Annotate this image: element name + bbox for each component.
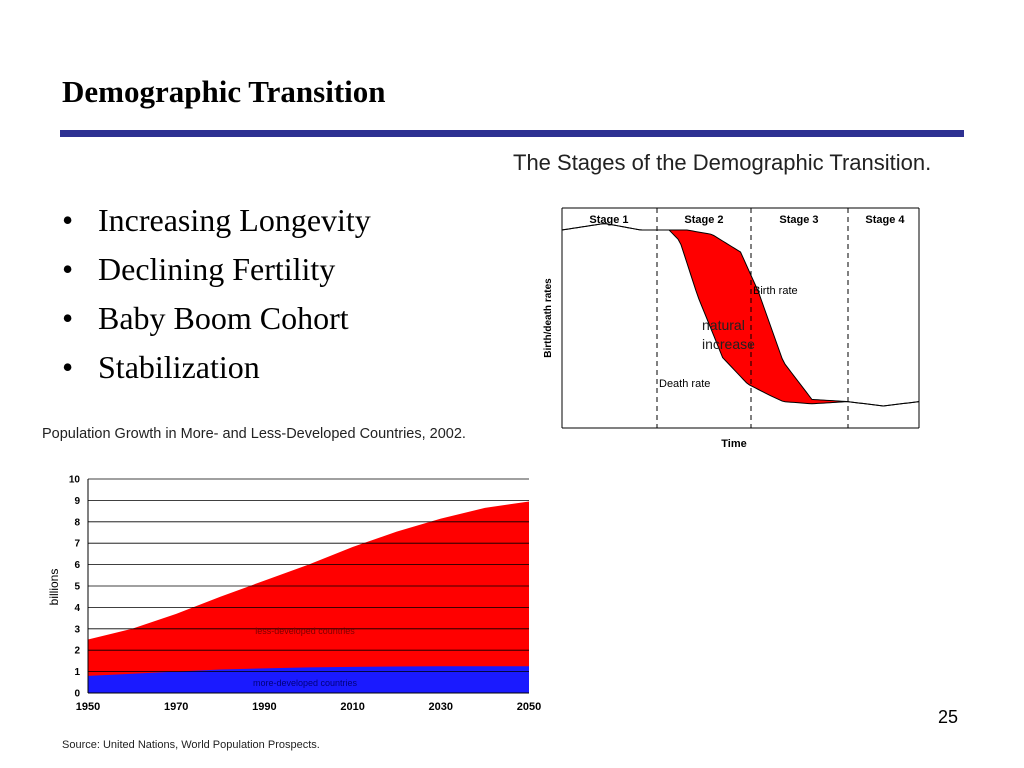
stages-x-label: Time <box>721 438 746 450</box>
y-tick-label: 5 <box>74 582 80 593</box>
stages-chart-title: The Stages of the Demographic Transition… <box>513 150 932 175</box>
more-developed-area <box>88 666 529 693</box>
x-tick-label: 1950 <box>76 701 100 713</box>
birth-rate-label: Birth rate <box>753 285 798 297</box>
x-tick-label: 1990 <box>252 701 276 713</box>
bullet-text: Declining Fertility <box>98 251 336 287</box>
x-tick-label: 2030 <box>429 701 453 713</box>
page-number: 25 <box>938 707 959 727</box>
y-tick-label: 2 <box>74 646 80 657</box>
series-label: more-developed countries <box>253 678 358 688</box>
y-tick-label: 4 <box>74 603 80 614</box>
bullet-text: Stabilization <box>98 349 260 385</box>
bullet-item: • Stabilization <box>62 347 371 396</box>
series-label: less-developed countries <box>255 626 355 636</box>
slide-title: Demographic Transition <box>62 74 386 109</box>
bullet-symbol: • <box>62 300 74 336</box>
y-tick-label: 3 <box>74 624 80 635</box>
stage-label: Stage 2 <box>684 214 723 226</box>
bullet-item: • Baby Boom Cohort <box>62 298 371 347</box>
y-tick-label: 9 <box>74 496 80 507</box>
bullet-symbol: • <box>62 251 74 287</box>
growth-chart: 0 1 2 3 4 5 6 7 8 9 10 1950 1970 1990 2010 2030 2050 bil… <box>47 475 541 714</box>
source-note: Source: United Nations, World Population… <box>62 739 320 751</box>
growth-y-label: billions <box>47 569 61 606</box>
y-tick-label: 0 <box>74 689 80 700</box>
natural-increase-label: increase <box>702 336 755 352</box>
bullet-text: Increasing Longevity <box>98 202 371 238</box>
natural-increase-label: natural <box>702 317 745 333</box>
title-divider-bar <box>60 130 964 137</box>
bullet-item: • Declining Fertility <box>62 249 371 298</box>
stage-label: Stage 3 <box>779 214 818 226</box>
x-tick-label: 2010 <box>340 701 364 713</box>
growth-plot-area: 0 1 2 3 4 5 6 7 8 9 10 1950 1970 1990 2010 2030 2050 <box>69 475 541 714</box>
bullet-list: • Increasing Longevity • Declining Fertili… <box>62 200 371 396</box>
y-tick-label: 6 <box>74 560 80 571</box>
x-tick-label: 2050 <box>517 701 541 713</box>
stages-y-label: Birth/death rates <box>543 278 554 358</box>
death-rate-label: Death rate <box>659 378 710 390</box>
stages-chart: Stage 1 Stage 2 Stage 3 Stage 4 Birth ra… <box>543 207 920 450</box>
bullet-text: Baby Boom Cohort <box>98 300 349 336</box>
death-rate-line <box>561 223 920 407</box>
stage-label: Stage 4 <box>865 214 905 226</box>
growth-chart-title: Population Growth in More- and Less-Deve… <box>42 426 466 442</box>
stages-plot-area <box>561 223 920 407</box>
y-tick-label: 8 <box>74 517 80 528</box>
natural-increase-area <box>562 223 919 406</box>
bullet-item: • Increasing Longevity <box>62 200 371 249</box>
y-tick-label: 7 <box>74 539 80 550</box>
bullet-symbol: • <box>62 349 74 385</box>
stage-label: Stage 1 <box>589 214 628 226</box>
y-tick-label: 10 <box>69 475 81 486</box>
y-tick-label: 1 <box>74 667 80 678</box>
less-developed-area <box>88 501 529 693</box>
bullet-symbol: • <box>62 202 74 238</box>
x-tick-label: 1970 <box>164 701 188 713</box>
title-divider <box>60 130 964 137</box>
